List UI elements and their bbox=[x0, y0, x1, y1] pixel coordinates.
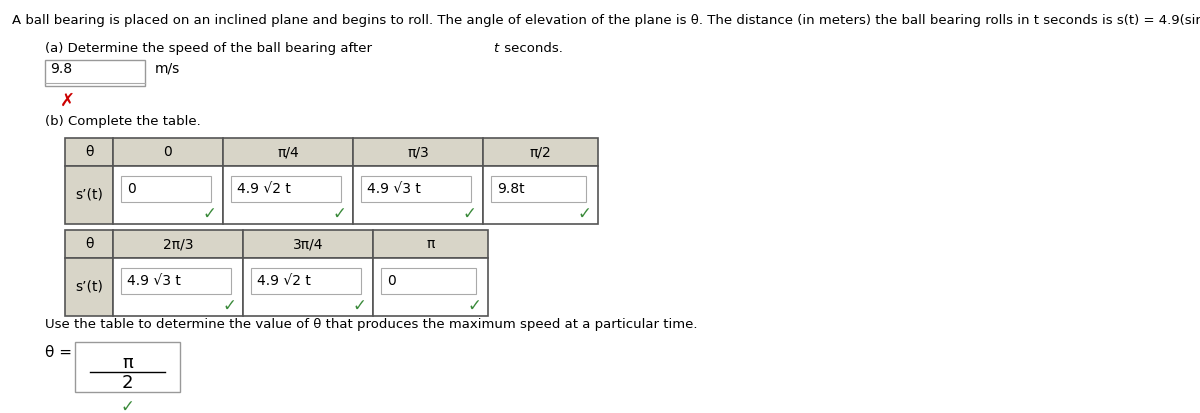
Text: ✓: ✓ bbox=[332, 205, 346, 223]
Bar bbox=[121, 268, 230, 294]
Bar bbox=[361, 176, 470, 202]
Text: 9.8: 9.8 bbox=[50, 62, 72, 76]
Text: ✓: ✓ bbox=[352, 297, 366, 315]
Bar bbox=[242, 258, 373, 316]
Bar bbox=[46, 60, 145, 86]
Bar bbox=[121, 176, 211, 202]
Text: 0: 0 bbox=[386, 274, 396, 288]
Text: θ: θ bbox=[85, 237, 94, 251]
Text: θ: θ bbox=[85, 145, 94, 159]
Text: 2: 2 bbox=[121, 374, 133, 392]
Text: 9.8t: 9.8t bbox=[497, 182, 524, 196]
Text: 4.9 √2 t: 4.9 √2 t bbox=[257, 274, 311, 288]
Text: 0: 0 bbox=[127, 182, 136, 196]
Text: π/3: π/3 bbox=[407, 145, 428, 159]
Bar bbox=[113, 258, 242, 316]
Text: s’(t): s’(t) bbox=[76, 188, 103, 202]
Text: ✓: ✓ bbox=[467, 297, 481, 315]
Bar bbox=[65, 230, 113, 258]
Text: 2π/3: 2π/3 bbox=[163, 237, 193, 251]
Bar bbox=[482, 166, 598, 224]
Text: π: π bbox=[426, 237, 434, 251]
Text: 4.9 √3 t: 4.9 √3 t bbox=[127, 274, 181, 288]
Bar bbox=[251, 268, 361, 294]
Text: ✓: ✓ bbox=[222, 297, 236, 315]
Text: ✓: ✓ bbox=[120, 398, 134, 413]
Bar bbox=[230, 176, 341, 202]
Text: 3π/4: 3π/4 bbox=[293, 237, 323, 251]
Bar bbox=[113, 138, 223, 166]
Bar bbox=[113, 166, 223, 224]
Text: (b) Complete the table.: (b) Complete the table. bbox=[46, 115, 200, 128]
Bar bbox=[223, 166, 353, 224]
Text: Use the table to determine the value of θ that produces the maximum speed at a p: Use the table to determine the value of … bbox=[46, 318, 697, 331]
Bar bbox=[382, 268, 476, 294]
Text: seconds.: seconds. bbox=[500, 42, 563, 55]
Text: ✓: ✓ bbox=[577, 205, 590, 223]
Bar bbox=[65, 166, 113, 224]
Text: 0: 0 bbox=[163, 145, 173, 159]
Text: s’(t): s’(t) bbox=[76, 280, 103, 294]
Bar bbox=[65, 258, 113, 316]
Bar bbox=[223, 138, 353, 166]
Text: π: π bbox=[122, 354, 133, 372]
Bar bbox=[242, 230, 373, 258]
Text: (a) Determine the speed of the ball bearing after: (a) Determine the speed of the ball bear… bbox=[46, 42, 377, 55]
Bar bbox=[353, 138, 482, 166]
Bar bbox=[482, 138, 598, 166]
Bar bbox=[113, 230, 242, 258]
Text: ✓: ✓ bbox=[462, 205, 476, 223]
Text: ✓: ✓ bbox=[202, 205, 216, 223]
Text: A ball bearing is placed on an inclined plane and begins to roll. The angle of e: A ball bearing is placed on an inclined … bbox=[12, 14, 1200, 27]
Text: t: t bbox=[493, 42, 498, 55]
Text: π/4: π/4 bbox=[277, 145, 299, 159]
Bar bbox=[74, 342, 180, 392]
Text: ✗: ✗ bbox=[60, 92, 76, 110]
Text: 4.9 √3 t: 4.9 √3 t bbox=[367, 182, 421, 196]
Text: 4.9 √2 t: 4.9 √2 t bbox=[238, 182, 290, 196]
Bar bbox=[353, 166, 482, 224]
Text: π/2: π/2 bbox=[529, 145, 551, 159]
Bar bbox=[373, 258, 488, 316]
Bar bbox=[373, 230, 488, 258]
Bar bbox=[65, 138, 113, 166]
Bar bbox=[491, 176, 586, 202]
Text: θ =: θ = bbox=[46, 345, 72, 360]
Text: m/s: m/s bbox=[155, 61, 180, 75]
